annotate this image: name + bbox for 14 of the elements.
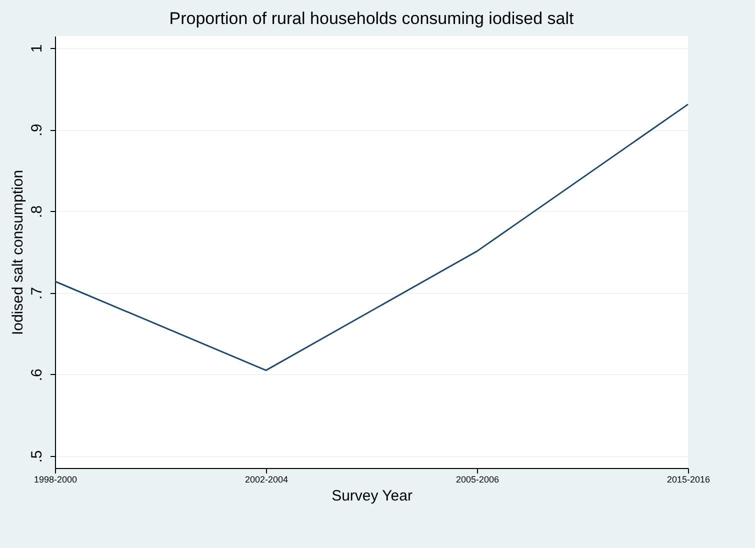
x-tick-label: 2015-2016 [666, 474, 710, 484]
y-tick-label: .9 [28, 124, 46, 136]
x-axis-title: Survey Year [332, 488, 412, 504]
y-tick-label: 1 [28, 44, 46, 53]
y-tick-label: .8 [28, 205, 46, 218]
x-tick-label: 1998-2000 [34, 474, 78, 484]
y-tick-label: .5 [28, 450, 46, 463]
x-tick-label: 2002-2004 [244, 474, 288, 484]
y-tick-label: .6 [28, 368, 46, 382]
chart-title: Proportion of rural households consuming iodised salt [169, 9, 574, 28]
line-series [54, 104, 689, 372]
y-tick-label: .7 [28, 287, 46, 300]
x-tick-label: 2005-2006 [456, 474, 500, 484]
y-axis-title: Iodised salt consumption [10, 170, 26, 336]
